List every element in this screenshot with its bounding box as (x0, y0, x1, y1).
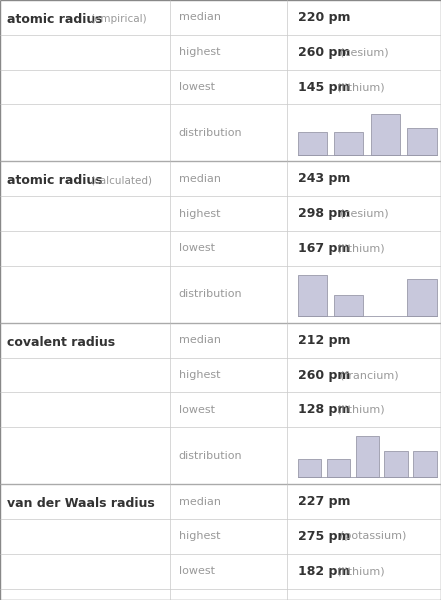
Text: 260 pm: 260 pm (298, 46, 350, 59)
Bar (298, 132, 327, 155)
Text: median: median (179, 174, 220, 184)
Bar (334, 295, 363, 316)
Text: median: median (179, 497, 220, 506)
Text: distribution: distribution (179, 451, 242, 461)
Text: lowest: lowest (179, 566, 215, 576)
Bar (414, 451, 437, 478)
Bar (334, 132, 363, 155)
Bar (298, 275, 327, 316)
Text: highest: highest (179, 47, 220, 57)
Bar (371, 113, 400, 155)
Text: highest: highest (179, 209, 220, 218)
Text: distribution: distribution (179, 289, 242, 299)
Text: 145 pm: 145 pm (298, 80, 350, 94)
Text: highest: highest (179, 370, 220, 380)
Bar (407, 279, 437, 316)
Text: (lithium): (lithium) (337, 405, 385, 415)
Bar (385, 451, 407, 478)
Text: atomic radius: atomic radius (7, 13, 107, 26)
Text: highest: highest (179, 532, 220, 541)
Text: 220 pm: 220 pm (298, 11, 350, 24)
Text: (lithium): (lithium) (337, 244, 385, 253)
Bar (327, 459, 350, 478)
Text: atomic radius: atomic radius (7, 174, 107, 187)
Text: 128 pm: 128 pm (298, 403, 350, 416)
Text: (lithium): (lithium) (337, 566, 385, 576)
Text: median: median (179, 13, 220, 22)
Text: (empirical): (empirical) (90, 14, 146, 25)
Bar (298, 459, 321, 478)
Text: van der Waals radius: van der Waals radius (7, 497, 154, 510)
Text: covalent radius: covalent radius (7, 335, 115, 349)
Text: 298 pm: 298 pm (298, 207, 350, 220)
Text: (francium): (francium) (340, 370, 398, 380)
Text: median: median (179, 335, 220, 345)
Bar (355, 436, 379, 478)
Text: 243 pm: 243 pm (298, 172, 350, 185)
Text: 182 pm: 182 pm (298, 565, 350, 578)
Text: (cesium): (cesium) (340, 47, 388, 57)
Text: lowest: lowest (179, 82, 215, 92)
Text: (cesium): (cesium) (340, 209, 388, 218)
Text: 275 pm: 275 pm (298, 530, 350, 543)
Text: 212 pm: 212 pm (298, 334, 350, 347)
Text: lowest: lowest (179, 405, 215, 415)
Text: lowest: lowest (179, 244, 215, 253)
Text: distribution: distribution (179, 128, 242, 138)
Text: 260 pm: 260 pm (298, 368, 350, 382)
Text: (calculated): (calculated) (90, 176, 152, 186)
Text: (lithium): (lithium) (337, 82, 385, 92)
Bar (407, 128, 437, 155)
Text: (potassium): (potassium) (340, 532, 406, 541)
Text: 167 pm: 167 pm (298, 242, 350, 255)
Text: 227 pm: 227 pm (298, 495, 350, 508)
